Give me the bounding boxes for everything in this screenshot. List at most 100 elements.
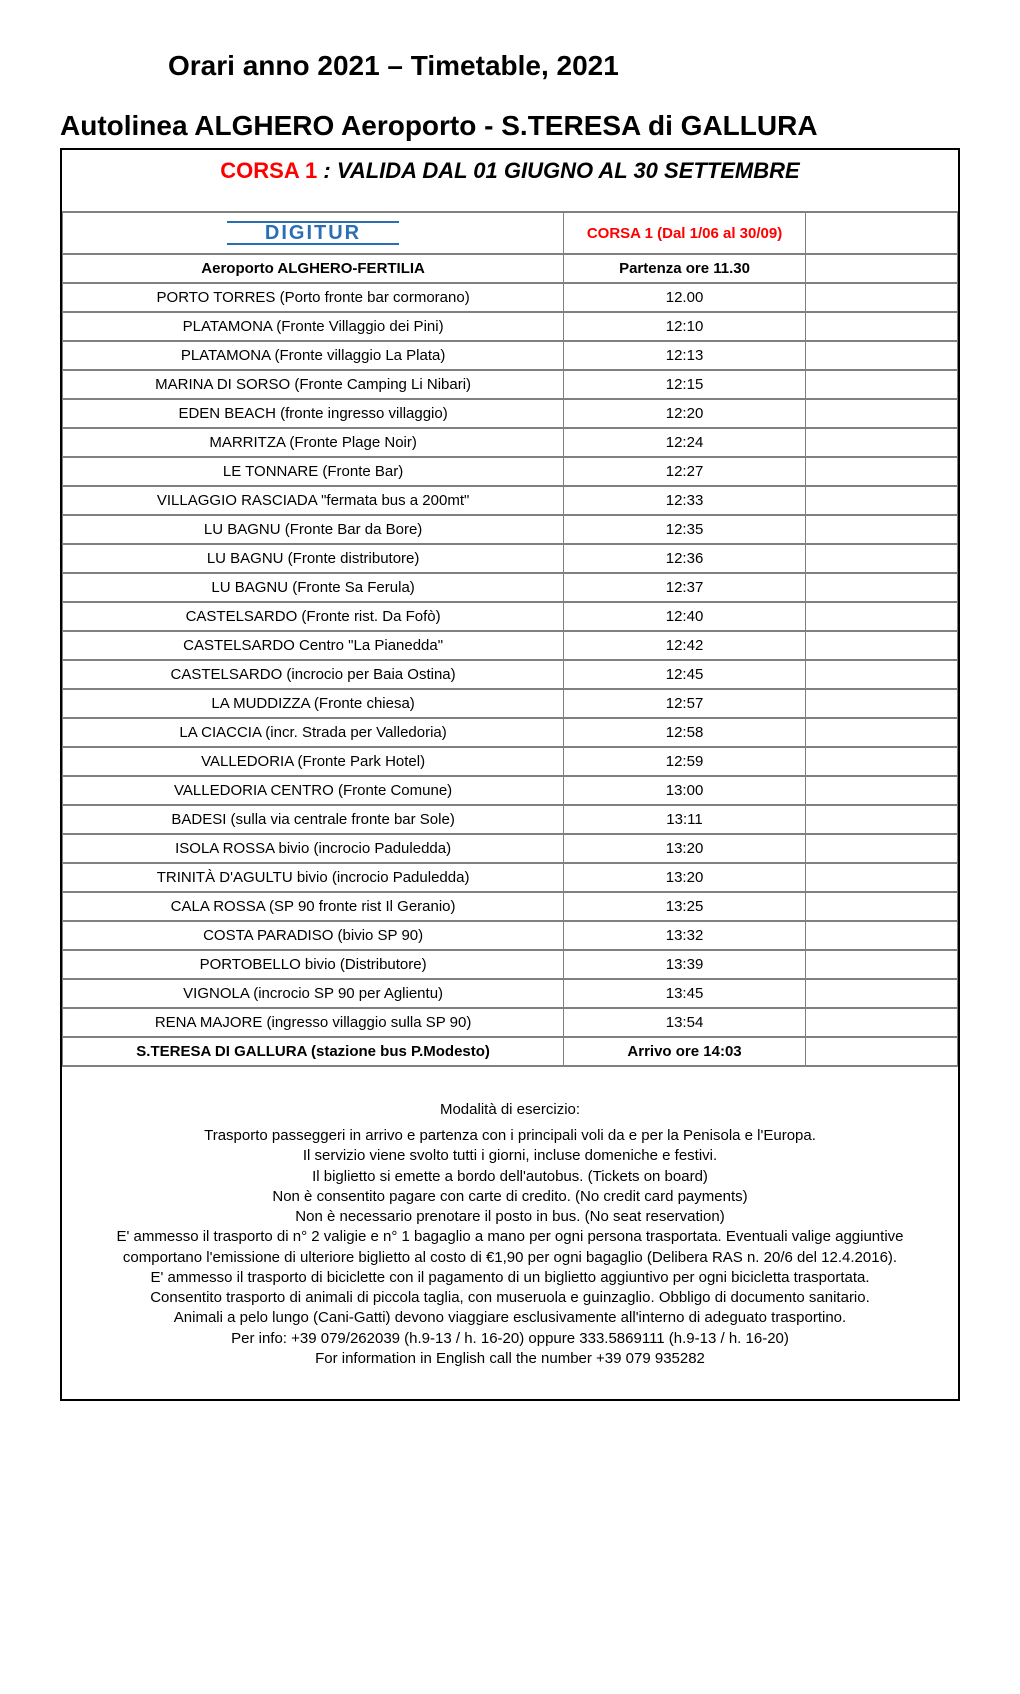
stop-name: MARRITZA (Fronte Plage Noir) [63,428,564,457]
empty-cell [805,689,957,718]
stop-time: 13:45 [564,979,806,1008]
modalita-body: Trasporto passeggeri in arrivo e partenz… [62,1126,958,1399]
empty-cell [805,718,957,747]
stop-name: LA CIACCIA (incr. Strada per Valledoria) [63,718,564,747]
modalita-line: E' ammesso il trasporto di biciclette co… [72,1268,948,1288]
modalita-line: comportano l'emissione di ulteriore bigl… [72,1248,948,1268]
modalita-line: Non è consentito pagare con carte di cre… [72,1187,948,1207]
stop-name: COSTA PARADISO (bivio SP 90) [63,921,564,950]
modalita-line: Trasporto passeggeri in arrivo e partenz… [72,1126,948,1146]
stop-name: VIGNOLA (incrocio SP 90 per Aglientu) [63,979,564,1008]
empty-cell [805,213,957,255]
table-row: CALA ROSSA (SP 90 fronte rist Il Geranio… [63,892,958,921]
stop-name: LU BAGNU (Fronte Bar da Bore) [63,515,564,544]
table-row: COSTA PARADISO (bivio SP 90)13:32 [63,921,958,950]
table-row: VALLEDORIA (Fronte Park Hotel)12:59 [63,747,958,776]
timetable-box: CORSA 1 : VALIDA DAL 01 GIUGNO AL 30 SET… [60,148,960,1401]
stop-name: VALLEDORIA CENTRO (Fronte Comune) [63,776,564,805]
logo-cell: DIGITUR [63,213,564,255]
table-row: CASTELSARDO (incrocio per Baia Ostina)12… [63,660,958,689]
stop-time: 12:27 [564,457,806,486]
stop-name: ISOLA ROSSA bivio (incrocio Paduledda) [63,834,564,863]
table-row: EDEN BEACH (fronte ingresso villaggio)12… [63,399,958,428]
table-row: LU BAGNU (Fronte distributore)12:36 [63,544,958,573]
logo-text: DIGITUR [265,222,361,244]
modalita-line: Per info: +39 079/262039 (h.9-13 / h. 16… [72,1329,948,1349]
stop-time: 12:36 [564,544,806,573]
stop-time: 12:33 [564,486,806,515]
stop-name: PORTOBELLO bivio (Distributore) [63,950,564,979]
stop-name: LU BAGNU (Fronte distributore) [63,544,564,573]
departure-row: Aeroporto ALGHERO-FERTILIA Partenza ore … [63,254,958,283]
table-row: LA MUDDIZZA (Fronte chiesa)12:57 [63,689,958,718]
departure-stop: Aeroporto ALGHERO-FERTILIA [63,254,564,283]
corsa-column-header: CORSA 1 (Dal 1/06 al 30/09) [564,213,806,255]
stop-name: RENA MAJORE (ingresso villaggio sulla SP… [63,1008,564,1037]
empty-cell [805,428,957,457]
corsa-subtitle: CORSA 1 : VALIDA DAL 01 GIUGNO AL 30 SET… [62,150,958,194]
stop-time: 12:24 [564,428,806,457]
table-row: CASTELSARDO (Fronte rist. Da Fofò)12:40 [63,602,958,631]
stop-time: 13:20 [564,863,806,892]
stop-time: 13:54 [564,1008,806,1037]
digitur-logo-icon: DIGITUR [223,218,403,248]
table-row: RENA MAJORE (ingresso villaggio sulla SP… [63,1008,958,1037]
logo-row: DIGITUR CORSA 1 (Dal 1/06 al 30/09) [63,213,958,255]
stop-name: LU BAGNU (Fronte Sa Ferula) [63,573,564,602]
empty-cell [805,573,957,602]
table-row: PLATAMONA (Fronte Villaggio dei Pini)12:… [63,312,958,341]
empty-cell [805,660,957,689]
empty-cell [805,631,957,660]
stop-name: CASTELSARDO Centro "La Pianedda" [63,631,564,660]
empty-cell [805,341,957,370]
stop-time: 13:00 [564,776,806,805]
stop-time: 12:15 [564,370,806,399]
stop-time: 13:11 [564,805,806,834]
stop-name: PLATAMONA (Fronte Villaggio dei Pini) [63,312,564,341]
stop-name: BADESI (sulla via centrale fronte bar So… [63,805,564,834]
page: Orari anno 2021 – Timetable, 2021 Autoli… [0,0,1020,1694]
table-row: LE TONNARE (Fronte Bar)12:27 [63,457,958,486]
stop-time: 13:25 [564,892,806,921]
empty-cell [805,283,957,312]
table-row: PORTO TORRES (Porto fronte bar cormorano… [63,283,958,312]
stop-time: 12:42 [564,631,806,660]
arrival-stop: S.TERESA DI GALLURA (stazione bus P.Mode… [63,1037,564,1066]
stop-time: 13:39 [564,950,806,979]
empty-cell [805,863,957,892]
empty-cell [805,1008,957,1037]
table-row: MARRITZA (Fronte Plage Noir)12:24 [63,428,958,457]
modalita-line: Il biglietto si emette a bordo dell'auto… [72,1167,948,1187]
table-row: LU BAGNU (Fronte Sa Ferula)12:37 [63,573,958,602]
empty-cell [805,399,957,428]
modalita-line: Animali a pelo lungo (Cani-Gatti) devono… [72,1308,948,1328]
stop-name: CALA ROSSA (SP 90 fronte rist Il Geranio… [63,892,564,921]
page-title-year: Orari anno 2021 – Timetable, 2021 [168,50,960,82]
modalita-line: Consentito trasporto di animali di picco… [72,1288,948,1308]
stop-time: 12.00 [564,283,806,312]
empty-cell [805,776,957,805]
empty-cell [805,254,957,283]
table-row: MARINA DI SORSO (Fronte Camping Li Nibar… [63,370,958,399]
corsa-subtitle-red: CORSA 1 [220,158,323,183]
table-row: PLATAMONA (Fronte villaggio La Plata)12:… [63,341,958,370]
empty-cell [805,950,957,979]
empty-cell [805,544,957,573]
stop-name: VALLEDORIA (Fronte Park Hotel) [63,747,564,776]
corsa-subtitle-black: : VALIDA DAL 01 GIUGNO AL 30 SETTEMBRE [323,158,799,183]
table-row: ISOLA ROSSA bivio (incrocio Paduledda)13… [63,834,958,863]
empty-cell [805,747,957,776]
stop-time: 12:13 [564,341,806,370]
empty-cell [805,805,957,834]
spacer [62,194,958,212]
table-row: VALLEDORIA CENTRO (Fronte Comune)13:00 [63,776,958,805]
modalita-line: E' ammesso il trasporto di n° 2 valigie … [72,1227,948,1247]
stop-time: 12:20 [564,399,806,428]
empty-cell [805,834,957,863]
empty-cell [805,1037,957,1066]
table-row: LU BAGNU (Fronte Bar da Bore)12:35 [63,515,958,544]
stop-time: 13:20 [564,834,806,863]
empty-cell [805,921,957,950]
table-row: BADESI (sulla via centrale fronte bar So… [63,805,958,834]
stop-time: 12:45 [564,660,806,689]
